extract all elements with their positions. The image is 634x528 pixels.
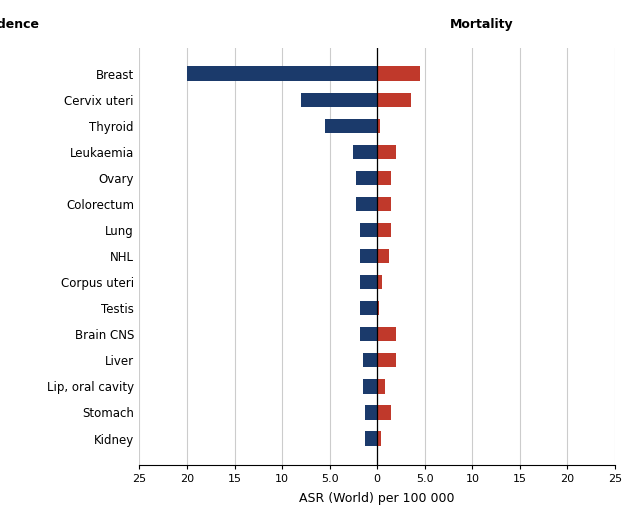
Bar — [377, 223, 391, 237]
Text: Incidence: Incidence — [0, 18, 40, 31]
Bar — [377, 301, 379, 315]
Bar — [354, 145, 377, 159]
Bar — [360, 275, 377, 289]
Bar — [377, 379, 385, 393]
Bar — [360, 223, 377, 237]
Bar — [356, 197, 377, 211]
Bar — [377, 171, 391, 185]
Bar — [377, 327, 396, 342]
X-axis label: ASR (World) per 100 000: ASR (World) per 100 000 — [299, 492, 455, 505]
Bar — [377, 353, 396, 367]
Bar — [377, 431, 381, 446]
Bar — [377, 119, 380, 133]
Bar — [360, 301, 377, 315]
Bar — [377, 197, 391, 211]
Bar — [363, 353, 377, 367]
Bar — [301, 92, 377, 107]
Bar — [377, 275, 382, 289]
Bar — [360, 249, 377, 263]
Bar — [356, 171, 377, 185]
Bar — [377, 249, 389, 263]
Bar — [365, 406, 377, 420]
Bar — [325, 119, 377, 133]
Bar — [377, 406, 391, 420]
Bar — [360, 327, 377, 342]
Text: Mortality: Mortality — [450, 18, 514, 31]
Bar — [377, 145, 396, 159]
Bar — [377, 67, 420, 81]
Bar — [377, 92, 411, 107]
Bar — [363, 379, 377, 393]
Bar — [187, 67, 377, 81]
Bar — [365, 431, 377, 446]
